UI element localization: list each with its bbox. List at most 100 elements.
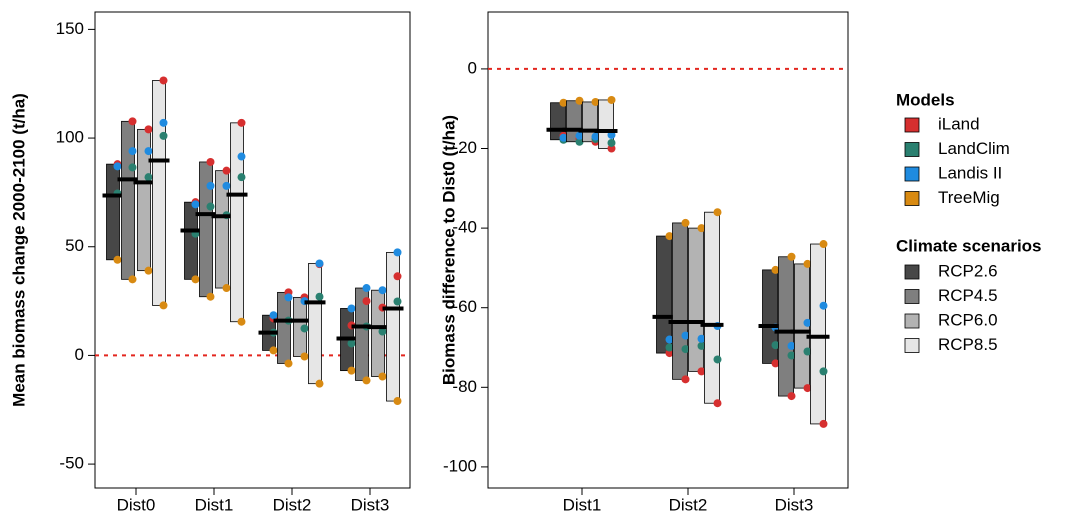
y-tick-label: 0 [75,345,84,364]
model-point [681,375,690,384]
model-point [269,346,278,355]
plot-frame [487,11,849,489]
y-tick-label: 50 [65,236,84,255]
range-bar [762,269,778,364]
model-point [665,343,674,352]
legend-swatch [904,338,920,353]
model-point [787,252,796,261]
range-bar [656,235,672,354]
model-point [144,266,153,275]
model-point [393,248,402,257]
range-bar [184,201,198,280]
range-bar [199,161,213,298]
legend-title: Models [896,90,955,109]
range-bar [810,243,826,425]
model-point [222,181,231,190]
model-point [697,224,706,233]
legend-swatch [904,166,920,182]
range-bar [230,122,244,323]
model-point [575,96,584,105]
model-point [159,76,168,85]
model-point [191,200,200,209]
range-bar [277,291,291,364]
model-point [819,367,828,376]
y-tick-label: -20 [452,138,477,157]
model-point [378,327,387,336]
model-point [803,318,812,327]
model-point [771,265,780,274]
legend-swatch [904,264,920,280]
y-tick-label: 150 [56,19,84,38]
model-point [713,208,722,217]
model-point [222,284,231,293]
model-point [559,98,568,107]
model-point [362,297,371,306]
model-point [128,117,137,126]
model-point [113,255,122,264]
x-tick-label: Dist2 [273,495,312,514]
model-point [393,272,402,281]
model-point [575,131,584,140]
y-axis-label: Biomass difference to Dist0 (t/ha) [439,115,458,385]
model-point [771,341,780,350]
x-tick-label: Dist2 [669,495,708,514]
model-point [771,359,780,368]
model-point [393,397,402,406]
model-point [206,157,215,166]
legend-label: LandClim [938,139,1010,158]
legend-label: RCP8.5 [938,335,998,354]
model-point [591,97,600,106]
legend-label: iLand [938,114,980,133]
model-point [803,384,812,393]
model-point [787,351,796,360]
x-tick-label: Dist1 [563,495,602,514]
x-tick-label: Dist1 [195,495,234,514]
y-tick-label: -80 [452,377,477,396]
legend-title: Climate scenarios [896,236,1042,255]
y-tick-label: -100 [443,456,477,475]
model-point [206,181,215,190]
plot-frame [94,11,411,489]
y-tick-label: -40 [452,218,477,237]
model-point [803,347,812,356]
model-point [681,218,690,227]
y-tick-label: 100 [56,128,84,147]
x-tick-label: Dist0 [117,495,156,514]
model-point [713,355,722,364]
model-point [222,166,231,175]
model-point [787,392,796,401]
model-point [803,259,812,268]
model-point [347,304,356,313]
legend-label: Landis II [938,163,1002,182]
model-point [144,173,153,182]
model-point [300,324,309,333]
model-point [607,95,616,104]
range-bar [672,222,688,380]
model-point [300,352,309,361]
model-point [159,301,168,310]
model-point [191,275,200,284]
model-point [575,137,584,146]
legend-swatch [904,313,920,329]
model-point [665,335,674,344]
model-point [697,367,706,376]
legend-label: RCP2.6 [938,261,998,280]
range-bar [215,170,229,289]
model-point [237,152,246,161]
model-point [144,147,153,156]
y-axis-label: Mean biomass change 2000-2100 (t/ha) [9,93,28,407]
range-bar [386,251,400,402]
model-point [237,173,246,182]
model-point [284,293,293,302]
model-point [128,163,137,172]
x-tick-label: Dist3 [351,495,390,514]
model-point [362,376,371,385]
model-point [697,334,706,343]
model-point [315,292,324,301]
range-bar [121,120,135,280]
model-point [113,162,122,171]
legend-swatch [904,289,920,304]
model-point [559,133,568,142]
range-bar [106,163,120,261]
range-bar [137,128,151,272]
